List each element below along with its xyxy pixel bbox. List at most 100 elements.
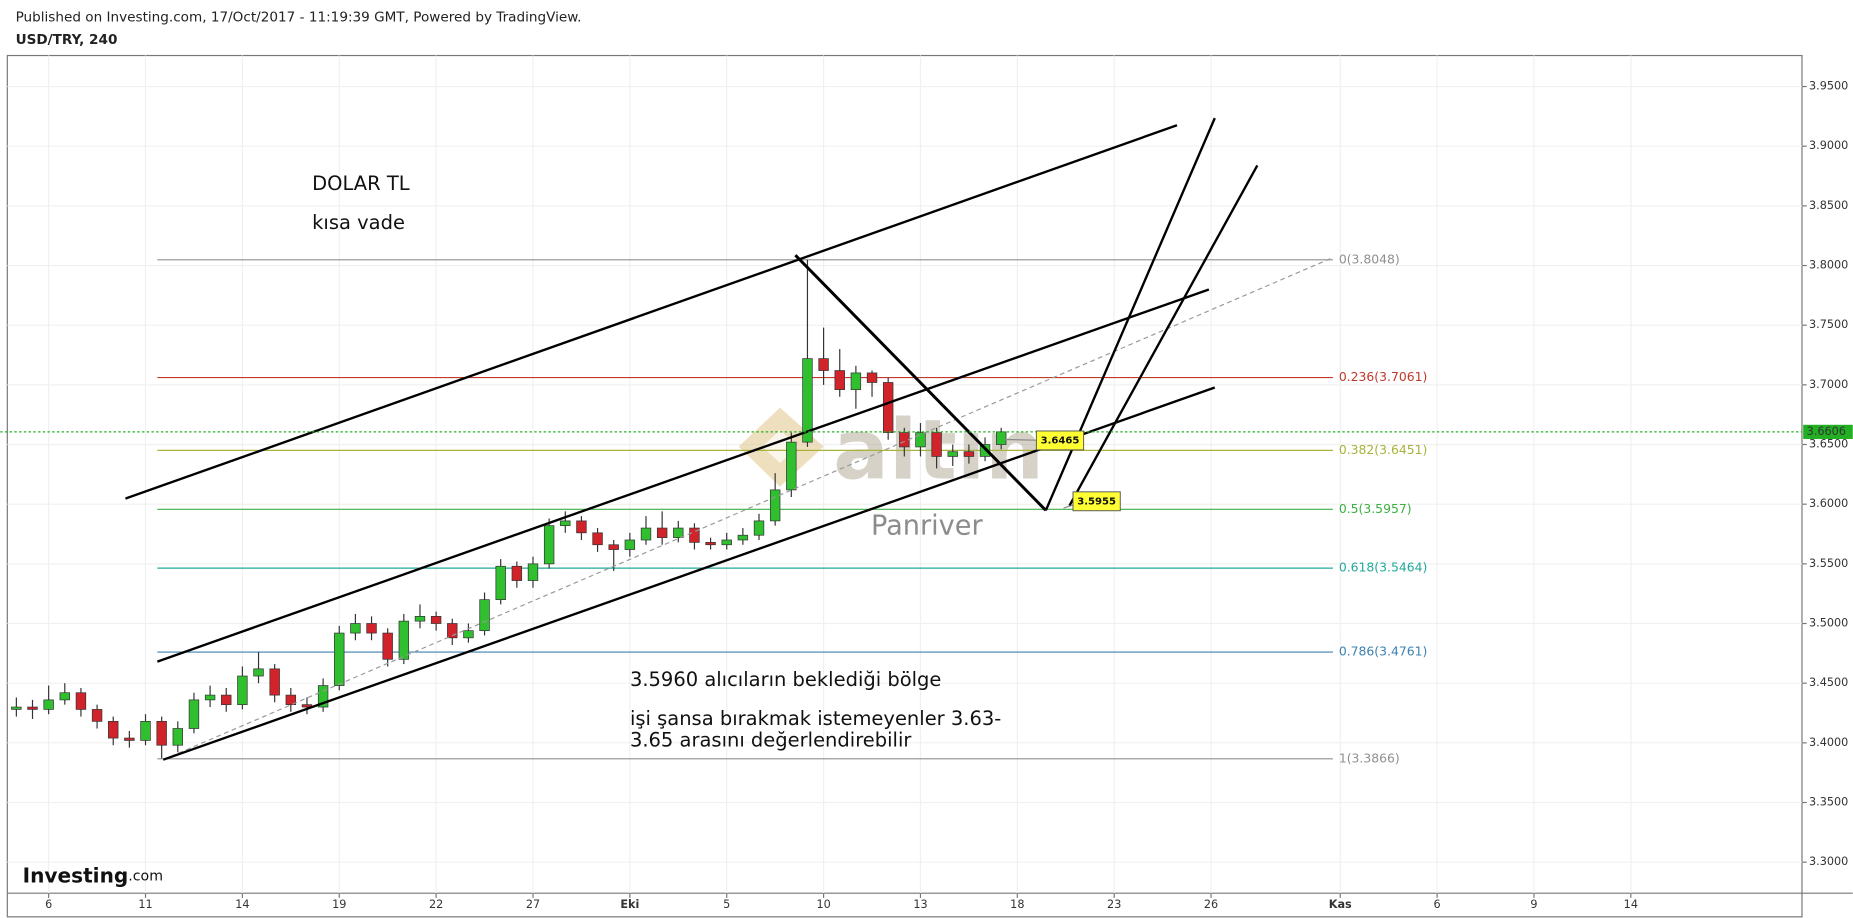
- candle-body: [592, 532, 603, 546]
- fib-label: 0.236(3.7061): [1339, 369, 1428, 384]
- candle-body: [285, 694, 297, 706]
- fib-label: 0.5(3.5957): [1339, 501, 1412, 516]
- x-tick-label: 6: [1434, 898, 1441, 911]
- candle-body: [414, 616, 426, 622]
- candle-body: [576, 520, 587, 534]
- y-tick-label: 3.6000: [1809, 497, 1848, 510]
- candle-body: [221, 694, 232, 706]
- x-tick-label: 14: [235, 898, 249, 911]
- candle-body: [140, 721, 151, 741]
- candle-body: [479, 599, 490, 632]
- candle-body: [608, 544, 619, 550]
- candle-body: [108, 721, 119, 739]
- y-tick-label: 3.9000: [1809, 139, 1848, 152]
- callout-label: 3.6465: [1041, 435, 1080, 446]
- y-tick-label: 3.7000: [1809, 378, 1848, 391]
- candle-body: [689, 527, 700, 543]
- price-label: 3.6606: [1807, 425, 1846, 438]
- x-tick-label: 5: [723, 898, 730, 911]
- candle-body: [963, 451, 975, 457]
- candle-body: [317, 685, 329, 708]
- candle-body: [11, 706, 22, 710]
- x-tick-label: 11: [138, 898, 152, 911]
- x-tick-label: 26: [1204, 898, 1218, 911]
- candle-body: [786, 441, 797, 491]
- candle-body: [463, 630, 474, 639]
- x-tick-label: Kas: [1329, 898, 1352, 911]
- candle-body: [27, 706, 38, 710]
- candle-body: [931, 432, 942, 457]
- candle-body: [253, 668, 264, 677]
- annotation: işi şansa bırakmak istemeyenler 3.63-: [630, 707, 1001, 730]
- drawings: [125, 117, 1334, 761]
- x-tick-label: Eki: [620, 898, 639, 911]
- candle-body: [188, 699, 200, 729]
- y-tick-label: 3.3500: [1809, 796, 1848, 809]
- candle-body: [350, 623, 361, 634]
- candle-body: [769, 489, 781, 522]
- candle-body: [947, 451, 958, 457]
- candle-body: [398, 620, 410, 660]
- candle-body: [75, 692, 87, 710]
- plot-frame: [6, 54, 1803, 918]
- candle-body: [430, 616, 442, 624]
- candle-body: [495, 565, 506, 601]
- fib-label: 0.382(3.6451): [1339, 442, 1428, 457]
- candle-body: [172, 728, 184, 746]
- price-label-box: [1803, 424, 1853, 439]
- candle-body: [915, 432, 926, 448]
- candle-body: [656, 527, 668, 538]
- annotations: DOLAR TL kısa vade 3.5960 alıcıların bek…: [312, 172, 1001, 751]
- candle-body: [866, 372, 878, 383]
- candle-body: [995, 431, 1007, 445]
- candle-body: [237, 675, 248, 706]
- y-tick-label: 3.3000: [1809, 855, 1848, 868]
- callout-box: [1072, 491, 1121, 512]
- callout-box: [1035, 430, 1085, 451]
- candle-body: [753, 520, 765, 536]
- y-tick-label: 3.6500: [1809, 438, 1848, 451]
- annotation: 3.5960 alıcıların beklediği bölge: [630, 668, 941, 691]
- candle-body: [204, 694, 216, 701]
- candle-body: [156, 721, 167, 746]
- annotation: DOLAR TL: [312, 172, 410, 195]
- candle-body: [543, 525, 555, 565]
- candle-body: [624, 539, 636, 550]
- symbol: USD/TRY, 240: [16, 32, 118, 48]
- candle-body: [640, 527, 652, 541]
- annotation: kısa vade: [312, 211, 405, 234]
- y-tick-label: 3.4000: [1809, 736, 1848, 749]
- brand-name: Investing: [23, 863, 129, 887]
- trend-line: [1068, 164, 1259, 507]
- y-tick-label: 3.8000: [1809, 259, 1848, 272]
- candle-body: [334, 632, 345, 686]
- brand-logo: Investing.com: [23, 863, 163, 887]
- brand-suffix: .com: [128, 869, 163, 885]
- axes: 3.3000 3.3500 3.4000 3.4500 3.5000 3.5500 3.60…: [0, 80, 1853, 911]
- fib-trend-line: [163, 257, 1334, 761]
- trend-line: [794, 254, 1047, 512]
- candle-body: [447, 623, 458, 639]
- candle-body: [59, 692, 70, 701]
- fib-label: 0(3.8048): [1339, 251, 1400, 266]
- y-tick-label: 3.9500: [1809, 80, 1848, 93]
- candle-body: [511, 565, 523, 581]
- candle-body: [721, 539, 732, 546]
- callout-label: 3.5955: [1077, 496, 1116, 507]
- annotation: 3.65 arasını değerlendirebilir: [630, 728, 912, 751]
- candle-body: [366, 623, 377, 634]
- candle-body: [527, 563, 539, 581]
- grid: [7, 55, 1802, 894]
- candle-body: [705, 542, 716, 546]
- x-tick-label: 13: [913, 898, 927, 911]
- x-tick-label: 22: [429, 898, 443, 911]
- fibonacci: 0(3.8048) 0.236(3.7061) 0.382(3.6451) 0.5(3…: [157, 251, 1427, 765]
- fib-label: 0.786(3.4761): [1339, 644, 1428, 659]
- y-tick-label: 3.8500: [1809, 199, 1848, 212]
- x-tick-label: 10: [816, 898, 830, 911]
- candle-body: [802, 358, 813, 443]
- x-tick-label: 23: [1107, 898, 1121, 911]
- candles: [11, 259, 1007, 759]
- candle-body: [850, 372, 862, 390]
